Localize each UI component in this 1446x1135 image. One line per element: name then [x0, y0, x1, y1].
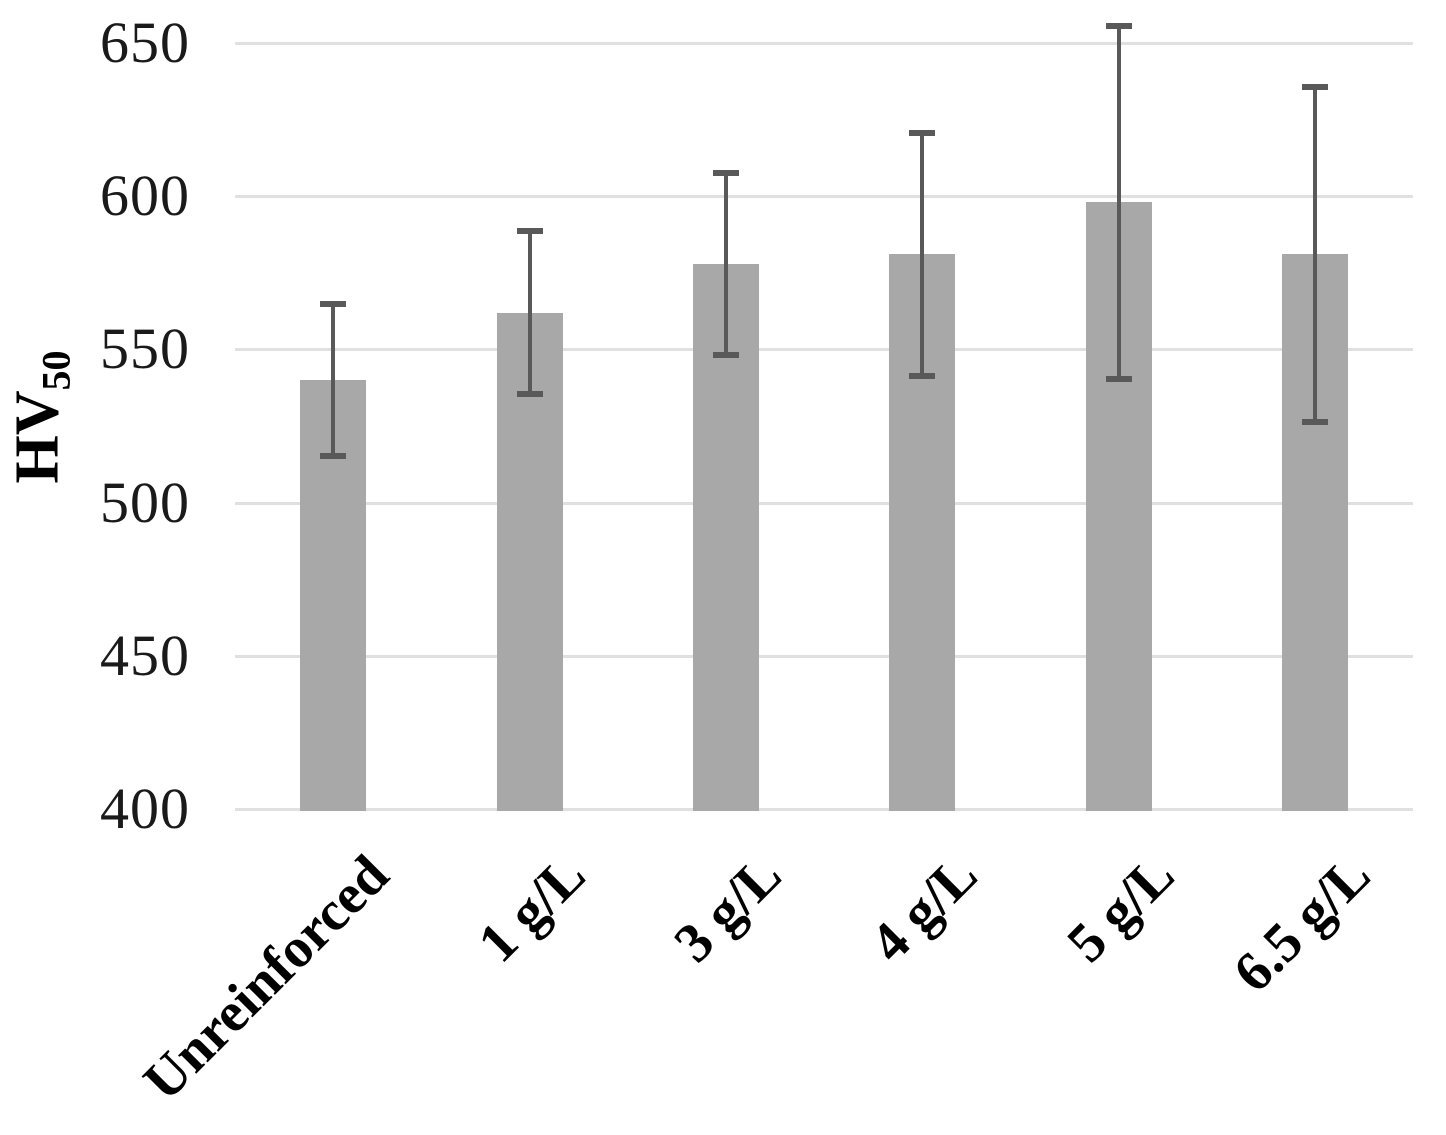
- error-bar-cap-bottom-1: [516, 391, 543, 398]
- gridline-650: [235, 42, 1413, 45]
- gridline-600: [235, 195, 1413, 199]
- x-axis-label-4-g-l: 4 g/L: [858, 843, 990, 975]
- x-axis-label-unreinforced: Unreinforced: [131, 843, 401, 1113]
- x-axis-label-1-g-l: 1 g/L: [466, 843, 597, 975]
- error-bar-cap-bottom-3: [909, 372, 936, 379]
- error-bar-cap-bottom-5: [1301, 418, 1328, 425]
- gridline-550: [235, 348, 1413, 352]
- y-axis-title-text: HV: [3, 390, 72, 484]
- error-bar-cap-top-0: [320, 301, 347, 308]
- error-bar-cap-top-3: [909, 129, 936, 136]
- y-axis-tick-label-400: 400: [100, 776, 190, 841]
- x-axis-label-5-g-l: 5 g/L: [1055, 843, 1186, 975]
- y-axis-tick-label-650: 650: [100, 10, 190, 75]
- y-axis-tick-label-500: 500: [100, 469, 190, 535]
- gridline-500: [235, 501, 1413, 505]
- error-bar-line-1: [527, 229, 532, 396]
- gridline-400: [235, 808, 1413, 811]
- x-axis-label-3-g-l: 3 g/L: [662, 843, 794, 975]
- error-bar-cap-top-1: [516, 227, 543, 234]
- error-bar-line-3: [920, 131, 925, 377]
- error-bar-cap-top-4: [1105, 22, 1132, 29]
- error-bar-cap-bottom-0: [320, 452, 347, 459]
- error-bar-cap-top-5: [1301, 83, 1328, 90]
- y-axis-tick-label-600: 600: [100, 163, 190, 229]
- error-bar-cap-top-2: [712, 169, 739, 176]
- error-bar-line-2: [723, 171, 728, 356]
- error-bar-line-4: [1116, 24, 1121, 381]
- y-axis-tick-label-450: 450: [100, 622, 190, 688]
- error-bar-cap-bottom-4: [1105, 376, 1132, 383]
- error-bar-line-0: [331, 303, 336, 457]
- gridline-450: [235, 654, 1413, 658]
- y-axis-tick-label-550: 550: [100, 316, 190, 382]
- error-bar-cap-bottom-2: [712, 351, 739, 358]
- x-axis-label-6.5-g-l: 6.5 g/L: [1221, 843, 1383, 1005]
- error-bar-line-5: [1312, 85, 1317, 423]
